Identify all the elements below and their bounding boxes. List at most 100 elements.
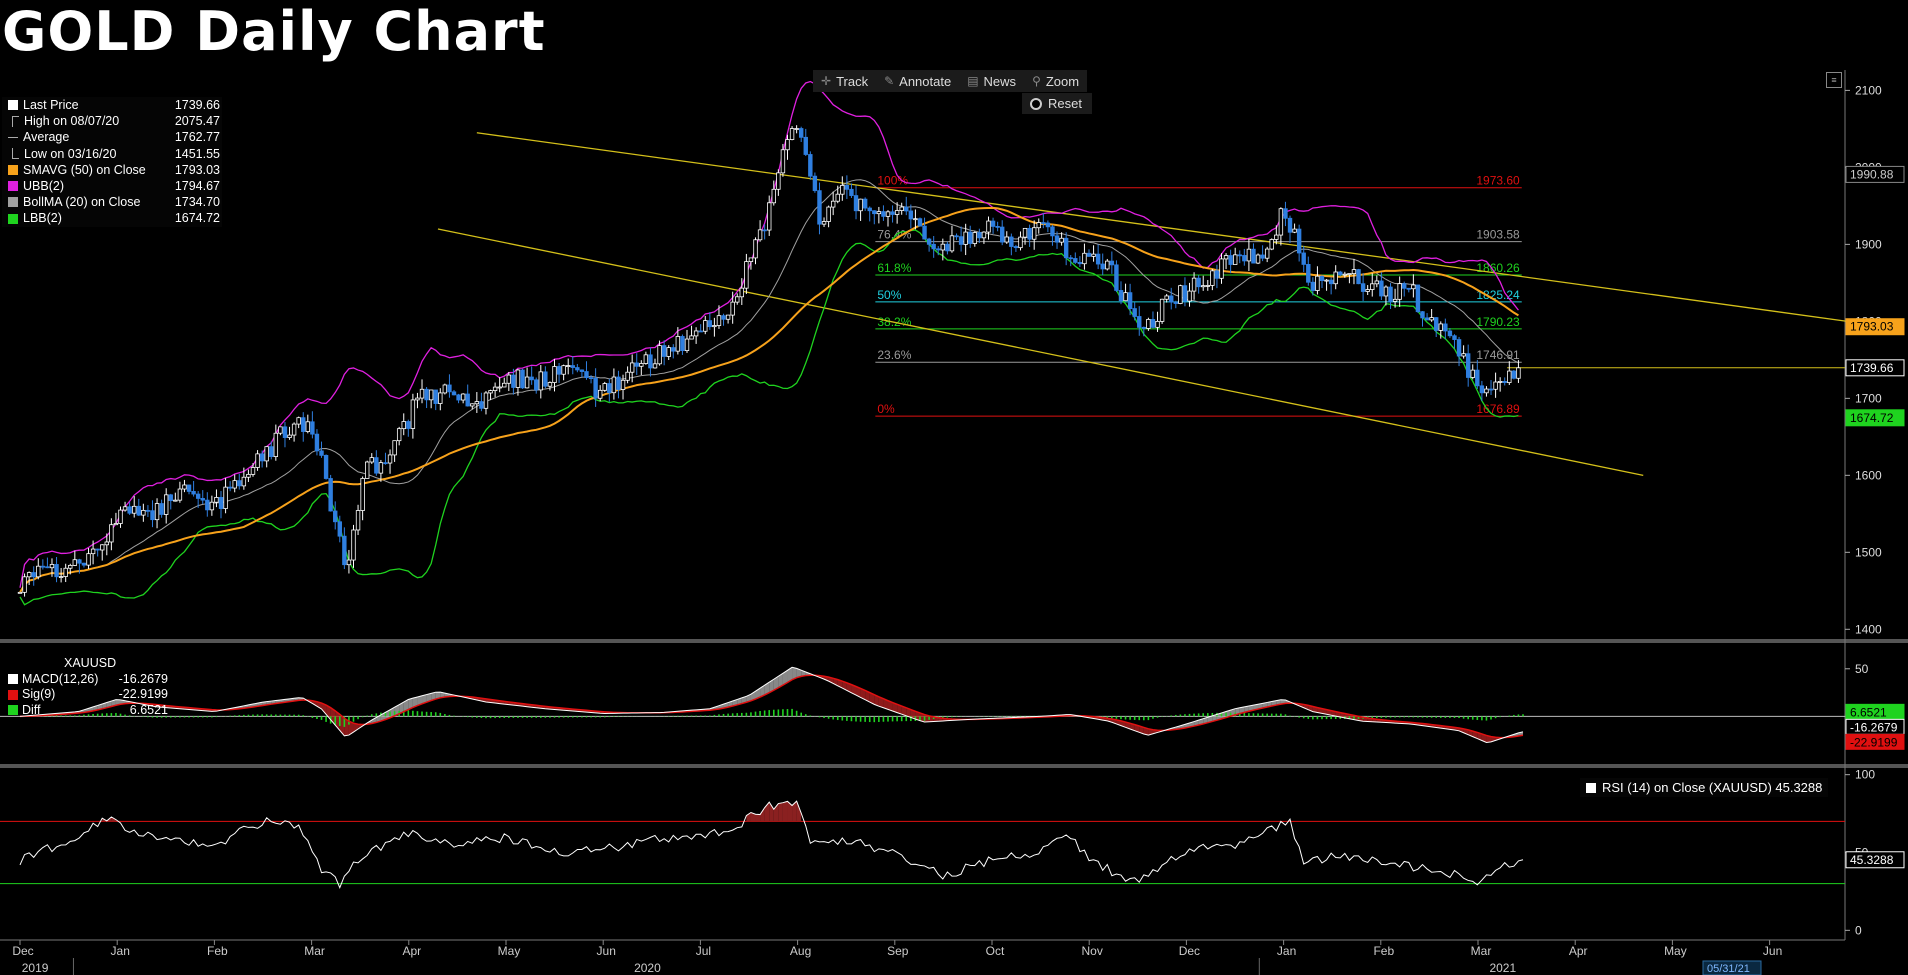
- signal-value: -22.9199: [118, 687, 168, 701]
- candle-body: [894, 210, 900, 215]
- candle-body: [625, 371, 630, 381]
- candle-body: [844, 184, 850, 190]
- legend-value: 1762.77: [174, 130, 220, 145]
- reset-button[interactable]: Reset: [1022, 93, 1092, 114]
- macd-fill: [764, 682, 770, 695]
- legend-value: 1734.70: [174, 195, 220, 210]
- candle-body: [1022, 227, 1028, 238]
- macd-tag-text: -16.2679: [1850, 720, 1898, 734]
- candle-body: [282, 426, 288, 438]
- macd-fill: [111, 699, 116, 707]
- candle-body: [1360, 283, 1366, 292]
- candle-body: [314, 433, 320, 452]
- candle-body: [515, 369, 521, 388]
- candle-body: [556, 366, 562, 375]
- channel-line: [437, 228, 1644, 476]
- fib-value-label: 1676.89: [1476, 402, 1520, 416]
- candle-body: [862, 198, 868, 209]
- rsi-legend: RSI (14) on Close (XAUUSD) 45.3288: [1580, 778, 1829, 797]
- macd-fill: [1235, 707, 1240, 715]
- macd-fill: [869, 692, 875, 705]
- candle-body: [762, 229, 767, 232]
- candle-body: [1392, 298, 1398, 302]
- rsi-line: [19, 800, 1524, 889]
- news-button[interactable]: ▤ News: [959, 70, 1024, 92]
- candle-body: [1000, 226, 1005, 243]
- candle-body: [675, 336, 681, 352]
- track-button[interactable]: ✛ Track: [813, 70, 876, 92]
- candle-body: [940, 243, 946, 251]
- candle-body: [1502, 381, 1507, 383]
- candle-body: [1059, 237, 1064, 243]
- candle-body: [1036, 222, 1041, 229]
- candle-body: [1137, 316, 1142, 328]
- fib-pct-label: 50%: [877, 288, 901, 302]
- zoom-button[interactable]: ⚲ Zoom: [1024, 70, 1087, 92]
- candle-body: [511, 374, 516, 388]
- candle-body: [922, 225, 927, 240]
- rsi-overbought-fill: [782, 801, 788, 822]
- rsi-y-tick-label: 100: [1855, 768, 1875, 782]
- candle-body: [584, 371, 589, 379]
- candle-body: [1196, 277, 1201, 288]
- candle-body: [100, 544, 105, 551]
- annotate-label: Annotate: [899, 73, 952, 89]
- macd-value: -16.2679: [118, 671, 168, 686]
- candle-body: [566, 365, 571, 367]
- candle-body: [1488, 388, 1494, 391]
- y-tick-label: 2100: [1855, 83, 1882, 97]
- candle-body: [1411, 284, 1416, 290]
- swatch-icon: [8, 181, 18, 192]
- candle-body: [1246, 248, 1252, 262]
- candle-body: [972, 232, 977, 244]
- candle-body: [1054, 235, 1060, 243]
- candle-body: [255, 453, 260, 468]
- candle-body: [45, 566, 50, 569]
- radio-icon: [1030, 97, 1042, 110]
- pencil-icon: ✎: [884, 74, 895, 88]
- candle-body: [840, 184, 845, 195]
- candle-body: [447, 384, 452, 393]
- x-month-label: Jan: [1277, 944, 1296, 958]
- macd-fill: [883, 698, 888, 710]
- candle-body: [1456, 339, 1462, 357]
- fib-pct-label: 61.8%: [877, 261, 911, 275]
- macd-fill: [1139, 726, 1144, 735]
- candle-body: [703, 320, 708, 332]
- rsi-overbought-fill: [792, 801, 797, 822]
- legend-row-low: Low on 03/16/20 1451.55: [2, 146, 222, 162]
- macd-line: [19, 666, 1524, 743]
- candle-body: [396, 428, 402, 442]
- annotate-button[interactable]: ✎ Annotate: [876, 70, 959, 92]
- macd-fill: [737, 697, 742, 705]
- macd-fill: [906, 707, 911, 718]
- candle-body: [1402, 283, 1407, 289]
- candle-body: [1388, 286, 1393, 302]
- macd-fill: [924, 714, 930, 723]
- x-month-label: Aug: [790, 944, 811, 958]
- candle-body: [451, 391, 457, 396]
- candle-body: [821, 221, 827, 225]
- candle-body: [963, 231, 968, 245]
- candle-body: [159, 503, 164, 515]
- candle-body: [808, 154, 813, 177]
- candle-body: [223, 486, 228, 509]
- candle-body: [693, 330, 699, 337]
- macd-fill: [856, 686, 861, 698]
- macd-fill: [390, 707, 395, 718]
- y-tick-label: 1900: [1855, 237, 1882, 251]
- settings-icon[interactable]: ≡: [1826, 72, 1842, 88]
- candle-body: [1475, 369, 1480, 387]
- candle-body: [483, 392, 489, 409]
- candle-body: [278, 426, 283, 434]
- macd-fill: [760, 685, 765, 698]
- macd-fill: [1143, 727, 1149, 736]
- candle-body: [1434, 317, 1439, 331]
- candle-body: [1105, 260, 1110, 270]
- candle-body: [1452, 335, 1457, 340]
- macd-fill: [339, 714, 345, 736]
- candle-body: [1260, 254, 1265, 259]
- x-year-label: 2020: [634, 961, 661, 975]
- candle-body: [104, 541, 109, 546]
- high-marker-icon: [12, 115, 19, 127]
